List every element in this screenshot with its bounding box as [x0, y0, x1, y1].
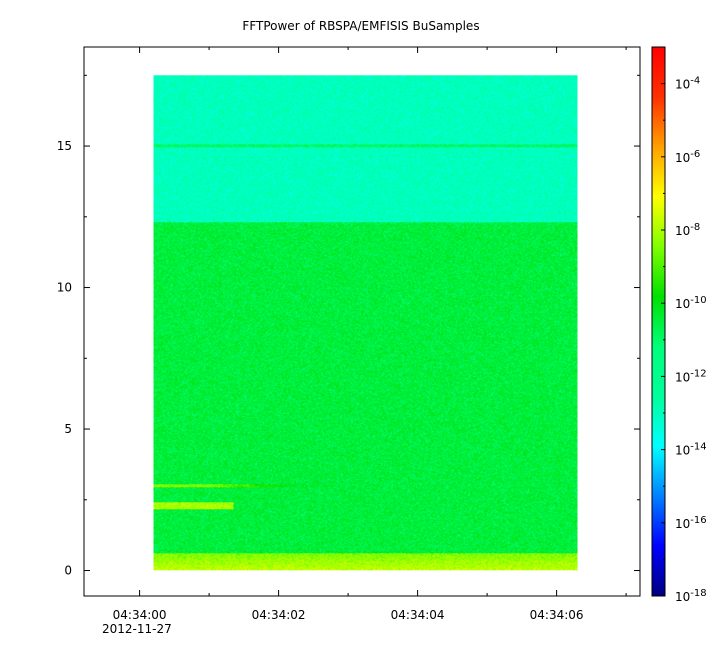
- x-axis: 04:34:00 04:34:02 04:34:04 04:34:06: [113, 47, 627, 622]
- y-tick-label: 5: [64, 422, 72, 436]
- colorbar-tick-label: 10-14: [675, 442, 707, 458]
- colorbar-tick-label: 10-4: [675, 76, 700, 92]
- x-tick-label: 04:34:04: [391, 608, 445, 622]
- y-axis: 0 5 10 15: [57, 74, 640, 578]
- colorbar: 10-4 10-6 10-8 10-10 10-12 10-14 10-16 10-18: [651, 46, 707, 604]
- x-axis-date-label: 2012-11-27: [102, 622, 172, 636]
- x-tick-label: 04:34:02: [252, 608, 306, 622]
- heatmap-image: [153, 75, 578, 571]
- heatmap-pixels: [153, 75, 578, 571]
- colorbar-tick-label: 10-16: [675, 515, 707, 531]
- colorbar-tick-label: 10-12: [675, 368, 707, 384]
- x-tick-label: 04:34:06: [530, 608, 584, 622]
- colorbar-tick-label: 10-10: [675, 295, 707, 311]
- y-tick-label: 0: [64, 564, 72, 578]
- colorbar-gradient: [651, 46, 666, 597]
- x-tick-label: 04:34:00: [113, 608, 167, 622]
- y-tick-label: 15: [57, 139, 72, 153]
- chart-title: FFTPower of RBSPA/EMFISIS BuSamples: [242, 19, 479, 33]
- colorbar-tick-label: 10-18: [675, 588, 707, 604]
- colorbar-tick-label: 10-8: [675, 222, 700, 238]
- y-tick-label: 10: [57, 281, 72, 295]
- colorbar-tick-label: 10-6: [675, 149, 700, 165]
